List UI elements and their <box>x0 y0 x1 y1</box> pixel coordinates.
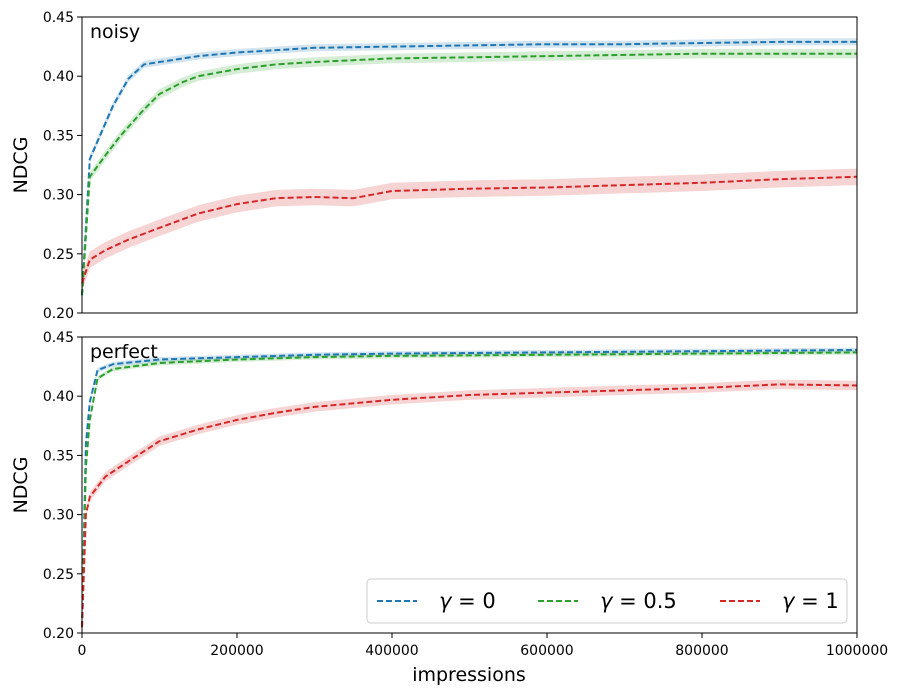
panel-title-noisy: noisy <box>90 21 140 43</box>
legend-value: 0 <box>482 589 495 613</box>
legend-value: 1 <box>825 589 838 613</box>
legend-equals: = <box>794 589 825 613</box>
legend-equals: = <box>612 589 643 613</box>
y-tick-label: 0.20 <box>43 626 74 642</box>
plot-frame-perfect <box>81 336 858 634</box>
panel-perfect: 0.20 0.25 0.30 0.35 0.40 0.45 0 200000 400000 60… <box>10 330 888 686</box>
legend-equals: = <box>451 589 482 613</box>
x-tick-label: 400000 <box>365 643 418 659</box>
y-tick-label: 0.30 <box>43 508 74 524</box>
series-line-perfect-0 <box>81 349 858 628</box>
x-axis-label: impressions <box>412 664 526 686</box>
x-tick-label: 200000 <box>210 643 263 659</box>
y-tick-label: 0.45 <box>43 330 74 346</box>
y-tick-label: 0.30 <box>43 188 74 204</box>
y-tick-label: 0.35 <box>43 448 74 464</box>
y-tick-label: 0.45 <box>43 10 74 26</box>
legend-symbol: γ <box>439 589 453 613</box>
y-tick-label: 0.40 <box>43 389 74 405</box>
series-line-perfect-1 <box>81 351 858 628</box>
confidence-band-noisy-series-0 <box>82 38 857 299</box>
plot-frame-noisy <box>81 16 858 314</box>
panel-title-perfect: perfect <box>90 341 158 363</box>
y-tick-label: 0.25 <box>43 247 74 263</box>
legend-label-1: γ = 0.5 <box>600 589 677 613</box>
legend-label-2: γ = 1 <box>782 589 839 613</box>
series-line-perfect-2 <box>81 383 858 628</box>
legend-box <box>366 578 848 624</box>
confidence-band-noisy-series-2 <box>82 168 857 292</box>
y-axis-label-noisy: NDCG <box>10 137 32 194</box>
series-line-noisy-0 <box>81 40 857 296</box>
series-line-noisy-2 <box>81 175 858 284</box>
panel-noisy: 0.20 0.25 0.30 0.35 0.40 0.45 noisy NDCG <box>10 10 858 322</box>
legend-symbol: γ <box>782 589 796 613</box>
y-tick-label: 0.25 <box>43 567 74 583</box>
y-axis-label-perfect: NDCG <box>10 457 32 514</box>
legend-label-0: γ = 0 <box>439 589 496 613</box>
x-tick-label: 800000 <box>675 643 728 659</box>
legend-symbol: γ <box>600 589 614 613</box>
legend-value: 0.5 <box>643 589 676 613</box>
y-tick-label: 0.35 <box>43 128 74 144</box>
y-tick-label: 0.20 <box>43 306 74 322</box>
y-tick-label: 0.40 <box>43 69 74 85</box>
series-line-noisy-1 <box>81 52 857 296</box>
x-tick-label: 0 <box>78 643 87 659</box>
x-tick-label: 1000000 <box>826 643 888 659</box>
x-tick-label: 600000 <box>520 643 573 659</box>
